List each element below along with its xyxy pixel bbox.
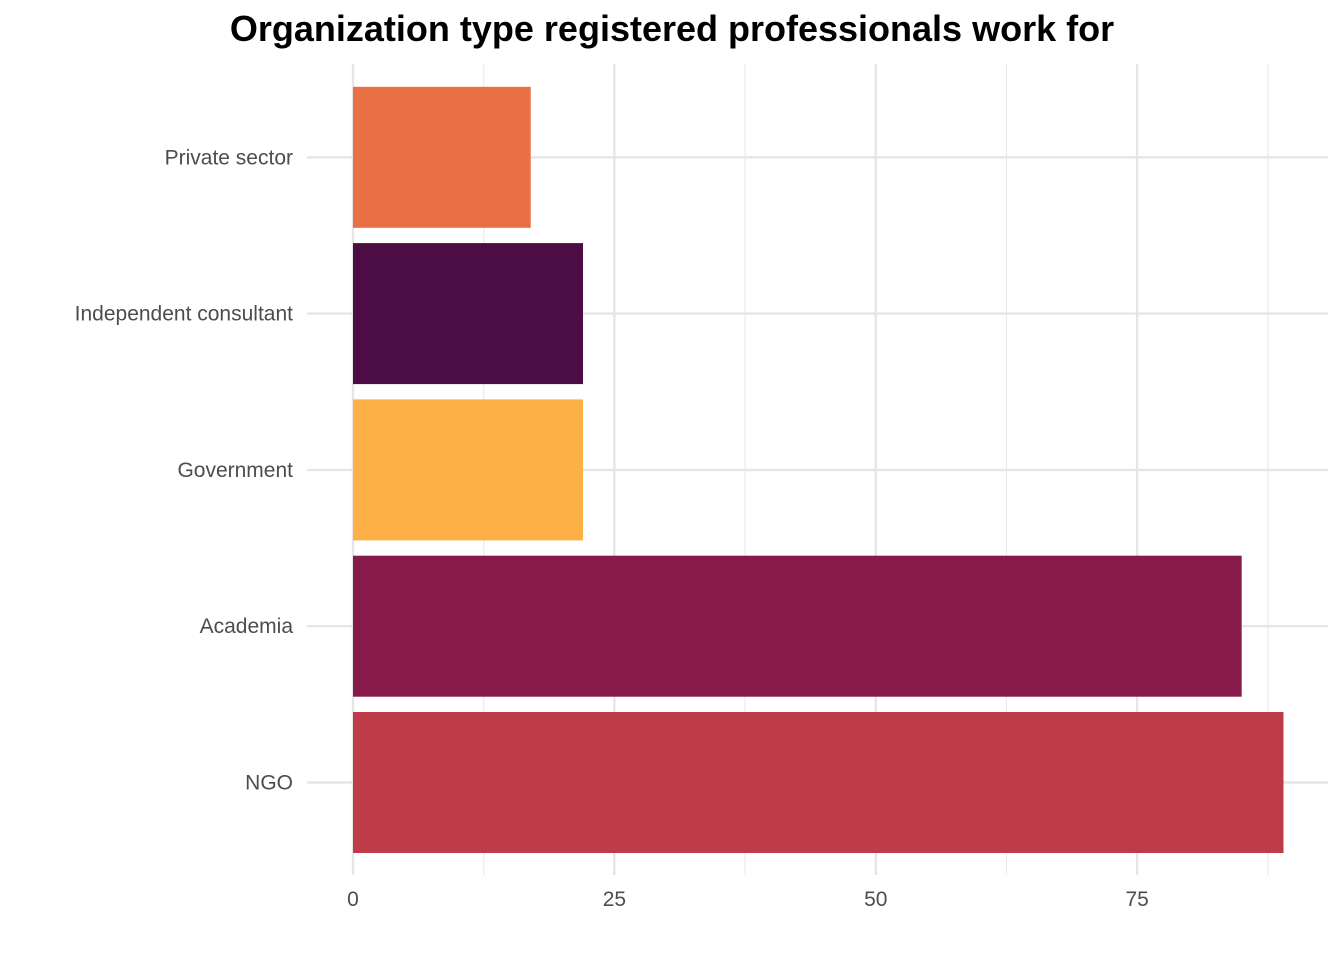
category-label: NGO — [245, 772, 293, 795]
x-tick-label: 25 — [603, 888, 626, 911]
bar-independent-consultant — [353, 243, 584, 385]
x-tick-label: 75 — [1125, 888, 1148, 911]
x-tick-labels: 0 25 50 75 — [347, 888, 1149, 911]
category-label: Government — [177, 459, 293, 482]
bar-ngo — [353, 712, 1284, 853]
category-label: Independent consultant — [75, 303, 294, 326]
bar-academia — [353, 555, 1242, 697]
category-label: Private sector — [165, 146, 293, 169]
chart-title: Organization type registered professiona… — [229, 8, 1115, 49]
bar-private-sector — [353, 86, 531, 228]
category-label: Academia — [200, 615, 294, 638]
x-tick-label: 50 — [864, 888, 887, 911]
x-tick-label: 0 — [347, 888, 359, 911]
bars — [353, 86, 1284, 853]
bar-government — [353, 399, 584, 541]
category-labels: NGO Academia Government Independent consult… — [75, 146, 294, 794]
